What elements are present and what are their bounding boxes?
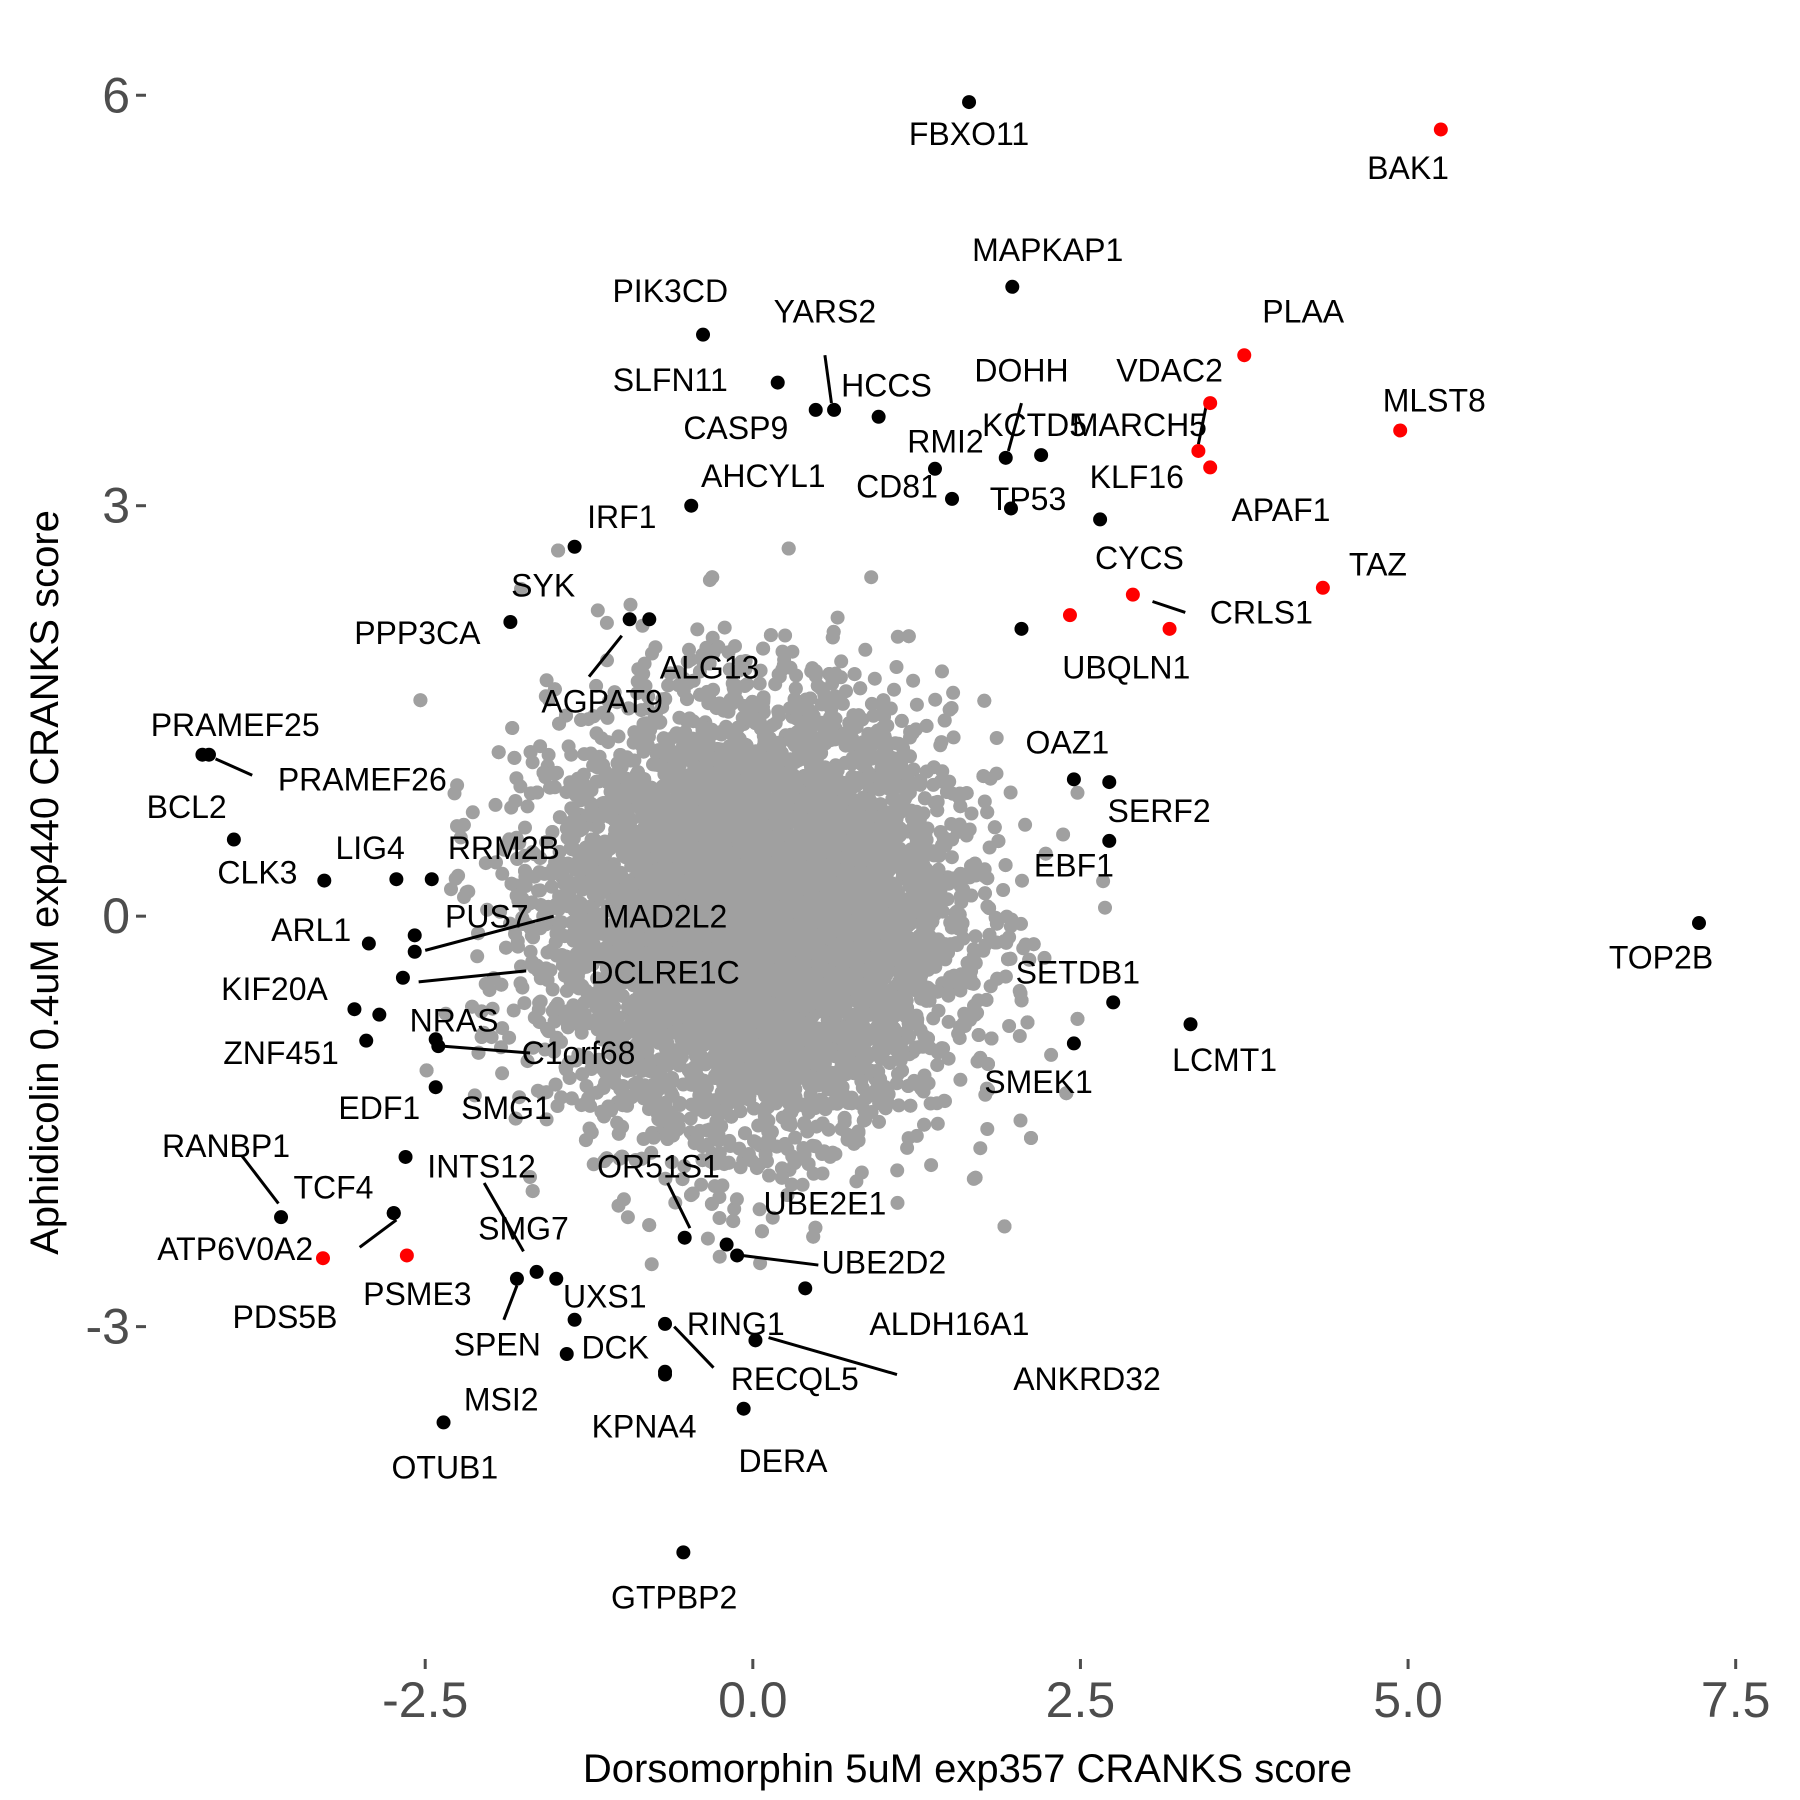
background-point xyxy=(928,692,943,707)
background-point xyxy=(488,797,503,812)
background-points-group xyxy=(413,541,1112,1272)
background-point xyxy=(485,1001,500,1016)
background-point xyxy=(891,1098,906,1113)
background-point xyxy=(749,1161,764,1176)
background-point xyxy=(506,1003,521,1018)
background-point xyxy=(795,1177,810,1192)
background-point xyxy=(712,1249,727,1264)
background-point xyxy=(661,678,676,693)
background-point xyxy=(1016,941,1031,956)
background-point xyxy=(941,1051,956,1066)
background-point xyxy=(1002,1019,1017,1033)
background-point xyxy=(953,1072,968,1087)
background-point xyxy=(493,904,508,919)
background-point xyxy=(906,673,921,688)
background-point xyxy=(520,799,535,814)
background-point xyxy=(758,1147,773,1162)
background-point xyxy=(465,805,480,820)
background-point xyxy=(700,1231,715,1246)
background-point xyxy=(909,697,924,712)
background-point xyxy=(495,1066,510,1081)
background-point xyxy=(1098,900,1112,915)
background-point xyxy=(517,996,532,1011)
background-point xyxy=(778,628,793,643)
background-point xyxy=(839,684,853,699)
background-point xyxy=(830,610,845,625)
background-point xyxy=(623,597,638,612)
background-point xyxy=(694,1177,709,1192)
background-point xyxy=(523,1170,537,1184)
background-point xyxy=(989,731,1004,745)
background-point xyxy=(547,780,562,795)
background-point xyxy=(525,1040,540,1055)
background-point xyxy=(924,1158,939,1173)
background-point xyxy=(858,642,873,657)
background-point xyxy=(1037,950,1052,965)
background-point xyxy=(980,1122,995,1136)
background-point xyxy=(821,1122,836,1137)
background-point xyxy=(1056,827,1071,842)
background-point xyxy=(930,1116,945,1131)
background-point xyxy=(579,1079,594,1093)
background-point xyxy=(889,1076,904,1091)
background-point xyxy=(707,1179,722,1194)
background-point xyxy=(1013,1113,1028,1128)
background-point xyxy=(1003,785,1018,800)
background-point xyxy=(930,1058,945,1073)
background-point xyxy=(589,678,604,693)
background-point xyxy=(690,622,705,637)
background-point xyxy=(864,570,879,585)
background-point xyxy=(946,730,961,745)
background-point xyxy=(905,726,920,740)
background-point xyxy=(467,1088,482,1103)
background-point xyxy=(620,1210,635,1225)
background-point xyxy=(644,1257,659,1272)
background-point xyxy=(968,929,983,944)
background-point xyxy=(599,615,614,630)
background-point xyxy=(964,806,979,821)
background-point xyxy=(717,620,732,635)
